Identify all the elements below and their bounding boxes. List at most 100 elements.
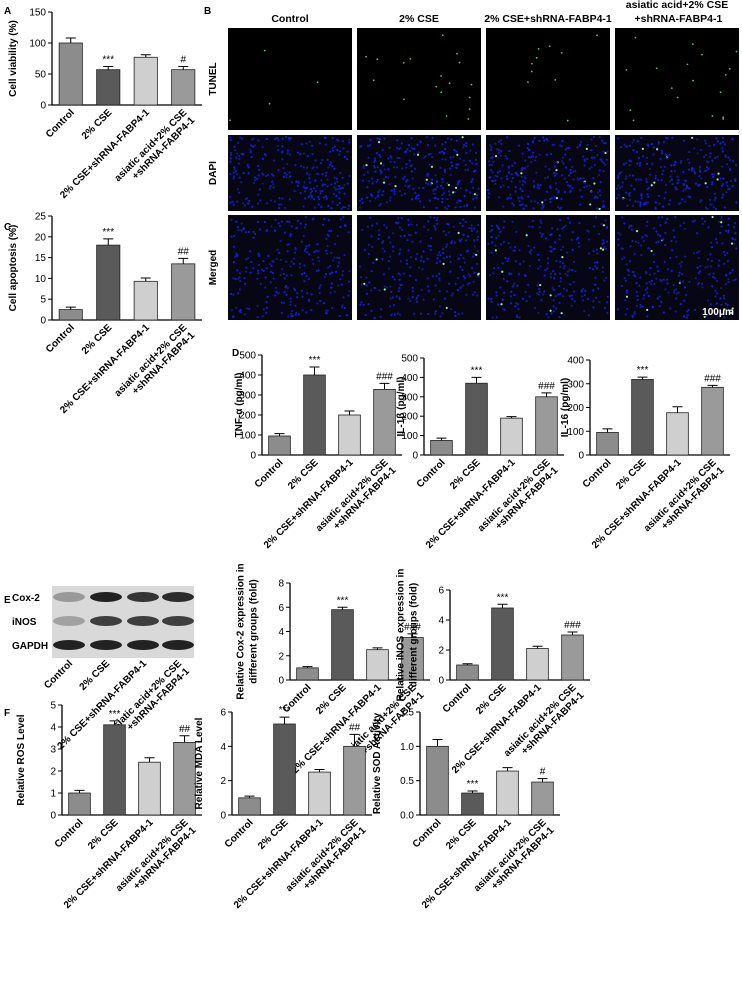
cell-dot xyxy=(325,309,328,312)
cell-dot xyxy=(497,148,501,152)
cell-dot xyxy=(282,175,285,178)
cell-dot xyxy=(533,184,536,187)
cell-dot xyxy=(578,222,581,225)
cell-dot xyxy=(315,249,318,252)
cell-dot xyxy=(648,273,652,276)
cell-dot xyxy=(563,190,566,194)
cell-dot xyxy=(510,272,513,275)
cell-dot xyxy=(443,206,447,209)
cell-dot xyxy=(688,161,691,164)
cell-dot xyxy=(411,240,414,243)
cell-dot xyxy=(238,176,241,179)
cell-dot xyxy=(720,286,723,290)
cell-dot xyxy=(706,299,710,302)
cell-dot xyxy=(262,308,265,311)
cell-dot xyxy=(414,197,418,200)
cell-dot xyxy=(561,256,564,259)
cell-dot xyxy=(556,228,559,231)
cell-dot xyxy=(300,143,303,146)
cell-dot xyxy=(447,231,451,234)
cell-dot xyxy=(303,264,306,267)
cell-dot xyxy=(513,162,516,165)
micro-image xyxy=(615,28,739,130)
cell-dot xyxy=(633,312,636,316)
cell-dot xyxy=(563,265,566,268)
cell-dot xyxy=(494,244,497,247)
cell-dot xyxy=(545,313,548,316)
cell-dot xyxy=(721,193,725,196)
cell-dot xyxy=(467,168,470,171)
cell-dot xyxy=(445,243,449,246)
cell-dot xyxy=(625,291,628,294)
cell-dot xyxy=(537,48,540,50)
cell-dot xyxy=(326,178,329,181)
cell-dot xyxy=(427,152,430,156)
cell-dot xyxy=(306,251,309,254)
cell-dot xyxy=(459,265,462,268)
cell-dot xyxy=(332,192,336,196)
cell-dot xyxy=(338,201,341,205)
cell-dot xyxy=(662,205,665,208)
cell-dot xyxy=(315,166,319,169)
cell-dot xyxy=(429,183,433,186)
cell-dot xyxy=(599,181,602,184)
cell-dot xyxy=(716,140,720,143)
cell-dot xyxy=(477,273,480,276)
cell-dot xyxy=(734,221,737,225)
cell-dot xyxy=(682,171,685,174)
cell-dot xyxy=(376,178,379,181)
cell-dot xyxy=(316,302,319,305)
cell-dot xyxy=(684,255,687,258)
cell-dot xyxy=(477,275,480,278)
cell-dot xyxy=(720,216,723,219)
error-bar xyxy=(502,767,513,772)
cell-dot xyxy=(669,175,672,178)
cell-dot xyxy=(693,219,696,222)
cell-dot xyxy=(709,152,712,155)
cell-dot xyxy=(436,257,439,260)
row-label: TUNEL xyxy=(208,62,219,95)
cell-dot xyxy=(446,197,449,201)
cell-dot xyxy=(307,244,311,247)
cell-dot xyxy=(662,238,665,241)
cell-dot xyxy=(331,149,335,152)
cell-dot xyxy=(389,297,392,300)
cell-dot xyxy=(281,151,284,154)
cell-dot xyxy=(409,149,412,152)
cell-dot xyxy=(370,177,373,180)
cell-dot xyxy=(536,187,539,190)
cell-dot xyxy=(528,264,531,268)
cell-dot xyxy=(536,292,539,295)
error-bar xyxy=(532,645,543,649)
cell-dot xyxy=(659,234,662,237)
cell-dot xyxy=(303,280,306,283)
cell-dot xyxy=(596,34,598,37)
cell-dot xyxy=(385,226,388,229)
y-tick-label: 300 xyxy=(567,379,584,390)
cell-dot xyxy=(688,150,691,154)
y-tick-label: 500 xyxy=(401,354,418,365)
cell-dot xyxy=(507,185,510,189)
cell-dot xyxy=(301,309,304,312)
cell-dot xyxy=(348,204,351,207)
cell-dot xyxy=(641,305,644,308)
cell-dot xyxy=(381,193,384,197)
cell-dot xyxy=(280,311,283,315)
cell-dot xyxy=(669,256,672,260)
cell-dot xyxy=(458,179,461,182)
cell-dot xyxy=(253,232,257,235)
cell-dot xyxy=(724,155,728,159)
cell-dot xyxy=(383,288,386,291)
cell-dot xyxy=(245,266,248,269)
cell-dot xyxy=(602,141,606,144)
y-axis-label: IL-16 (pg/ml) xyxy=(560,378,571,437)
cell-dot xyxy=(341,140,344,143)
cell-dot xyxy=(583,293,586,297)
error-bar xyxy=(274,433,285,436)
cell-dot xyxy=(617,238,620,241)
cell-dot xyxy=(497,234,500,238)
cell-dot xyxy=(236,188,239,191)
cell-dot xyxy=(492,180,495,183)
cell-dot xyxy=(549,309,552,312)
cell-dot xyxy=(277,139,280,142)
